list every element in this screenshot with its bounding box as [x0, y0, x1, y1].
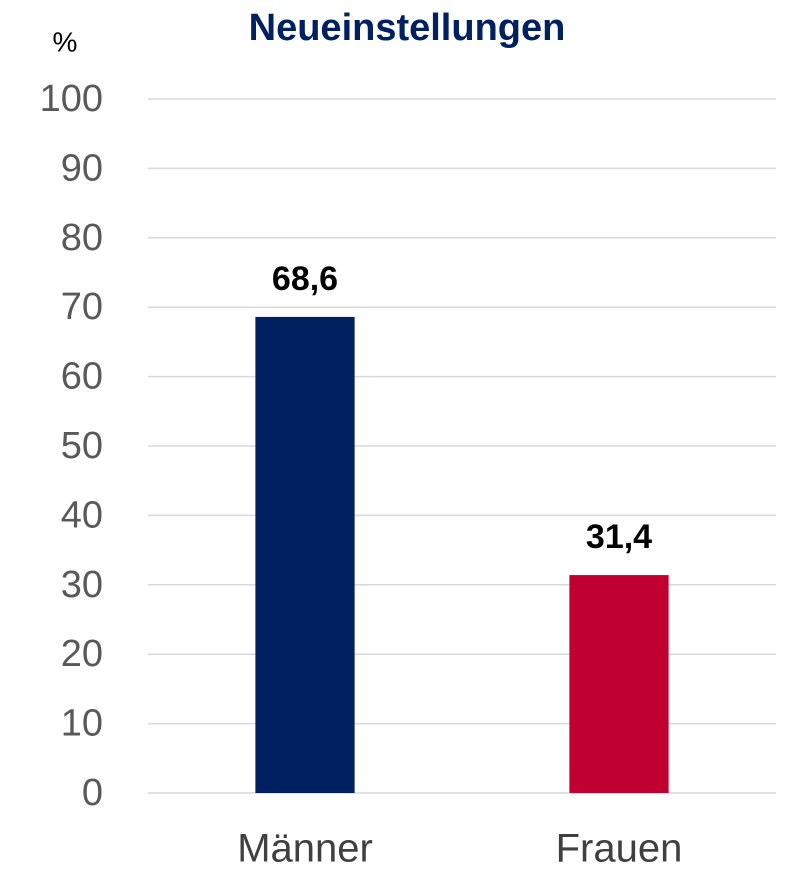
y-tick-label: 100	[40, 78, 103, 120]
bar	[569, 575, 669, 793]
value-label: 31,4	[586, 518, 652, 556]
y-tick-label: 40	[61, 494, 103, 536]
y-tick-label: 10	[61, 703, 103, 745]
y-tick-label: 20	[61, 633, 103, 675]
bar	[255, 316, 355, 793]
y-tick-label: 90	[61, 147, 103, 189]
x-tick-label: Männer	[237, 827, 373, 871]
y-tick-label: 30	[61, 564, 103, 606]
chart-title: Neueinstellungen	[249, 7, 566, 49]
y-tick-label: 80	[61, 217, 103, 259]
x-tick-label: Frauen	[556, 827, 683, 871]
y-axis-label: %	[53, 26, 78, 57]
value-label: 68,6	[272, 260, 338, 298]
y-tick-label: 50	[61, 425, 103, 467]
y-tick-label: 60	[61, 356, 103, 398]
y-tick-label: 0	[82, 772, 103, 814]
y-tick-label: 70	[61, 286, 103, 328]
